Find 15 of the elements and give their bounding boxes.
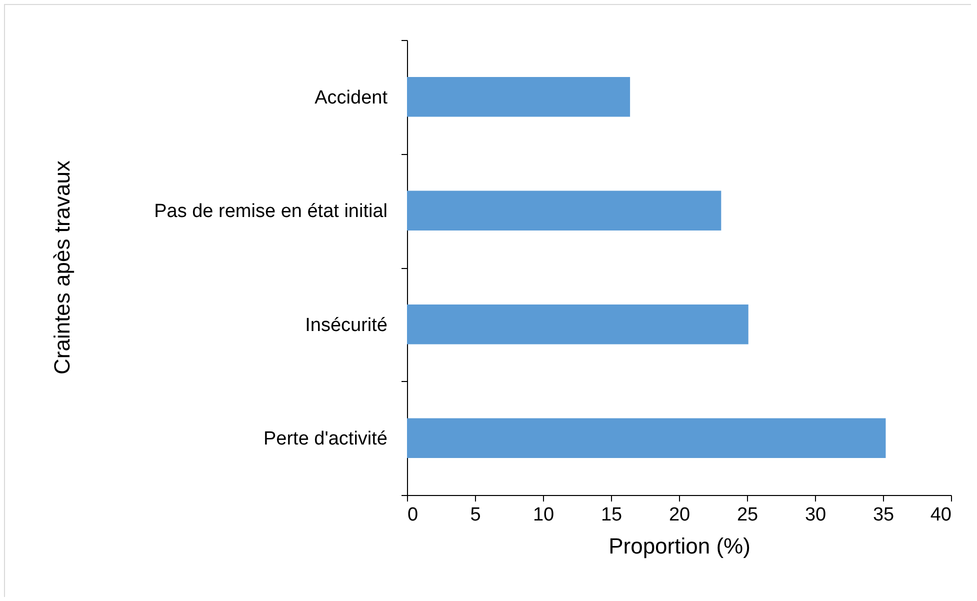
x-axis-title: Proportion (%) [608, 534, 750, 558]
y-tick-label: Perte d'activité [263, 428, 388, 450]
x-tick-label: 30 [804, 504, 826, 526]
x-tick-label: 40 [930, 504, 952, 526]
y-tick-label: Insécurité [305, 314, 388, 336]
x-tick-label: 35 [872, 504, 894, 526]
y-axis-title: Craintes apès travaux [50, 160, 74, 374]
y-tick-label: Pas de remise en état initial [154, 201, 388, 222]
x-tick-label: 5 [470, 504, 481, 526]
x-tick-label: 15 [600, 504, 622, 526]
x-tick-label: 0 [408, 504, 418, 526]
x-tick-label: 10 [532, 504, 554, 526]
y-tick-label: Accident [314, 87, 388, 108]
x-tick-label: 20 [668, 504, 690, 526]
x-tick-label: 25 [736, 504, 758, 526]
